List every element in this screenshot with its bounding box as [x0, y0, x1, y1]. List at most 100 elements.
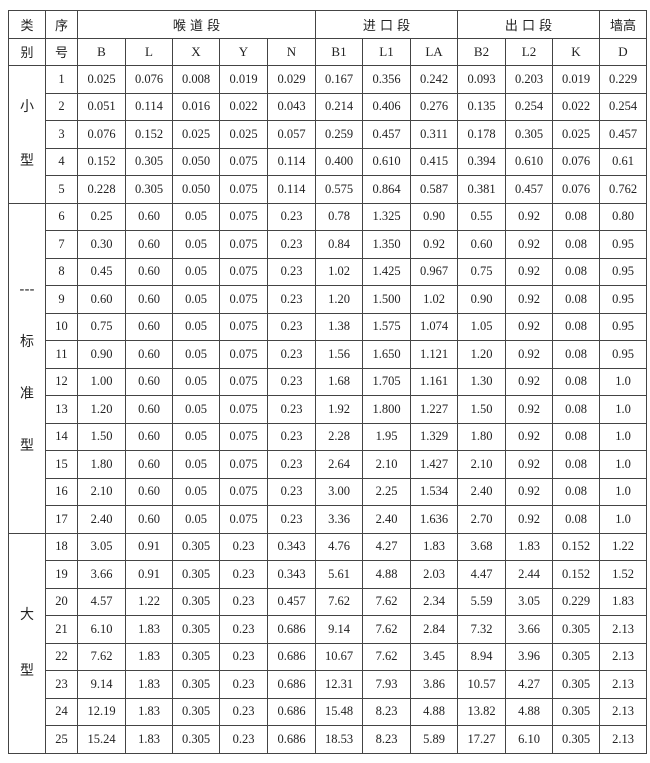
value-cell-b1: 0.167 [315, 65, 363, 94]
header-category-1: 类 [8, 10, 46, 39]
value-cell-k: 0.08 [552, 340, 600, 369]
value-cell-n: 0.343 [267, 560, 316, 589]
value-cell-b2: 0.394 [457, 147, 506, 176]
value-cell-l: 1.83 [125, 697, 173, 726]
column-header-x: X [172, 37, 220, 66]
table-row: 14 1.50 0.60 0.05 0.075 0.23 2.28 1.95 1.329 1.80… [9, 422, 647, 451]
value-cell-l: 1.83 [125, 670, 173, 699]
value-cell-l1: 7.62 [362, 642, 411, 671]
row-index-cell: 10 [45, 312, 78, 341]
value-cell-b: 0.75 [77, 312, 126, 341]
value-cell-b: 1.20 [77, 395, 126, 424]
value-cell-x: 0.05 [172, 257, 220, 286]
value-cell-l2: 1.83 [505, 532, 553, 561]
value-cell-b2: 0.381 [457, 175, 506, 204]
value-cell-l2: 6.10 [505, 725, 553, 754]
row-index-cell: 17 [45, 505, 78, 534]
value-cell-y: 0.075 [219, 477, 268, 506]
value-cell-b2: 7.32 [457, 615, 506, 644]
value-cell-y: 0.23 [219, 697, 268, 726]
row-index-cell: 5 [45, 175, 78, 204]
value-cell-k: 0.08 [552, 257, 600, 286]
value-cell-d: 1.0 [599, 367, 647, 396]
value-cell-l: 0.60 [125, 340, 173, 369]
column-header-n: N [267, 37, 316, 66]
table-row: 21 6.10 1.83 0.305 0.23 0.686 9.14 7.62 2.84 7.32… [9, 615, 647, 644]
value-cell-k: 0.229 [552, 587, 600, 616]
value-cell-x: 0.305 [172, 532, 220, 561]
value-cell-la: 1.227 [410, 395, 458, 424]
value-cell-y: 0.075 [219, 312, 268, 341]
value-cell-la: 0.92 [410, 230, 458, 259]
value-cell-n: 0.686 [267, 697, 316, 726]
value-cell-y: 0.23 [219, 642, 268, 671]
value-cell-b2: 0.135 [457, 92, 506, 121]
value-cell-l2: 0.92 [505, 367, 553, 396]
value-cell-b2: 5.59 [457, 587, 506, 616]
value-cell-la: 5.89 [410, 725, 458, 754]
value-cell-b1: 2.64 [315, 450, 363, 479]
table-row: 22 7.62 1.83 0.305 0.23 0.686 10.67 7.62 3.45 8.9… [9, 642, 647, 671]
value-cell-d: 0.762 [599, 175, 647, 204]
value-cell-l2: 4.27 [505, 670, 553, 699]
value-cell-n: 0.057 [267, 120, 316, 149]
table-row: 16 2.10 0.60 0.05 0.075 0.23 3.00 2.25 1.534 2.40… [9, 477, 647, 506]
value-cell-l2: 0.92 [505, 477, 553, 506]
value-cell-d: 2.13 [599, 697, 647, 726]
value-cell-la: 0.587 [410, 175, 458, 204]
value-cell-l1: 4.27 [362, 532, 411, 561]
value-cell-l2: 0.92 [505, 257, 553, 286]
value-cell-y: 0.075 [219, 505, 268, 534]
value-cell-l2: 3.66 [505, 615, 553, 644]
value-cell-l: 0.60 [125, 477, 173, 506]
value-cell-y: 0.23 [219, 560, 268, 589]
value-cell-b1: 1.92 [315, 395, 363, 424]
column-header-k: K [552, 37, 600, 66]
value-cell-b: 0.25 [77, 202, 126, 231]
value-cell-x: 0.025 [172, 120, 220, 149]
category-char: 型 [20, 438, 34, 454]
value-cell-d: 0.95 [599, 257, 647, 286]
value-cell-la: 0.415 [410, 147, 458, 176]
value-cell-l1: 2.10 [362, 450, 411, 479]
value-cell-l1: 1.500 [362, 285, 411, 314]
value-cell-b2: 1.80 [457, 422, 506, 451]
table-row: 12 1.00 0.60 0.05 0.075 0.23 1.68 1.705 1.161 1.3… [9, 367, 647, 396]
value-cell-b2: 1.30 [457, 367, 506, 396]
category-char: 小 [20, 99, 34, 116]
value-cell-b: 3.66 [77, 560, 126, 589]
value-cell-b1: 1.02 [315, 257, 363, 286]
value-cell-d: 1.0 [599, 450, 647, 479]
value-cell-b2: 2.10 [457, 450, 506, 479]
row-index-cell: 1 [45, 65, 78, 94]
value-cell-y: 0.075 [219, 450, 268, 479]
value-cell-d: 0.95 [599, 285, 647, 314]
value-cell-la: 2.03 [410, 560, 458, 589]
value-cell-l: 0.91 [125, 560, 173, 589]
value-cell-k: 0.076 [552, 175, 600, 204]
value-cell-la: 1.534 [410, 477, 458, 506]
value-cell-b: 2.40 [77, 505, 126, 534]
value-cell-la: 2.84 [410, 615, 458, 644]
value-cell-b1: 1.20 [315, 285, 363, 314]
value-cell-x: 0.050 [172, 147, 220, 176]
value-cell-k: 0.08 [552, 367, 600, 396]
value-cell-k: 0.305 [552, 697, 600, 726]
value-cell-l1: 1.350 [362, 230, 411, 259]
value-cell-x: 0.05 [172, 285, 220, 314]
value-cell-d: 0.95 [599, 312, 647, 341]
header-row-columns: 别 号 B L X Y N B1 L1 LA B2 L2 K D [8, 37, 647, 66]
row-index-cell: 20 [45, 587, 78, 616]
value-cell-l2: 3.96 [505, 642, 553, 671]
table-row: 13 1.20 0.60 0.05 0.075 0.23 1.92 1.800 1.227 1.5… [9, 395, 647, 424]
value-cell-y: 0.075 [219, 340, 268, 369]
value-cell-b: 7.62 [77, 642, 126, 671]
value-cell-l: 0.60 [125, 395, 173, 424]
value-cell-x: 0.008 [172, 65, 220, 94]
value-cell-b2: 2.40 [457, 477, 506, 506]
table-row: --- 标准型 6 0.25 0.60 0.05 0.075 0.23 0.78 1.325 0.9… [8, 202, 647, 534]
value-cell-d: 1.83 [599, 587, 647, 616]
value-cell-l2: 3.05 [505, 587, 553, 616]
value-cell-la: 1.02 [410, 285, 458, 314]
value-cell-k: 0.076 [552, 147, 600, 176]
